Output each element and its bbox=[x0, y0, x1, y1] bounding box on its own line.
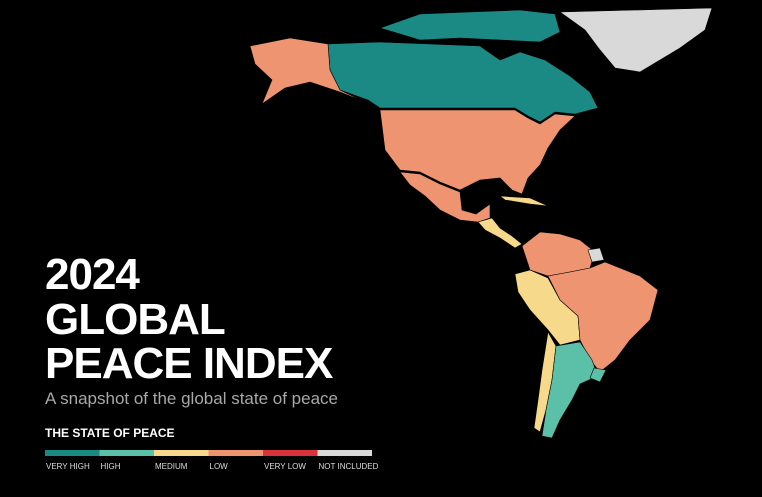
mexico bbox=[399, 171, 491, 223]
canada-islands bbox=[379, 9, 561, 43]
brazil bbox=[547, 261, 659, 373]
legend-label: HIGH bbox=[101, 462, 121, 471]
legend-label: VERY LOW bbox=[264, 462, 306, 471]
uruguay bbox=[589, 367, 607, 383]
cuba bbox=[499, 195, 549, 207]
guyana-area bbox=[587, 247, 605, 263]
map bbox=[249, 7, 713, 439]
subtitle: A snapshot of the global state of peace bbox=[45, 389, 338, 408]
usa bbox=[379, 109, 576, 195]
central-america bbox=[477, 217, 523, 249]
greenland bbox=[559, 7, 713, 73]
legend-label: VERY HIGH bbox=[46, 462, 90, 471]
legend-title: THE STATE OF PEACE bbox=[45, 426, 175, 440]
argentina bbox=[541, 341, 599, 439]
legend-swatch bbox=[99, 450, 154, 456]
alaska bbox=[249, 37, 366, 105]
title-line: GLOBAL bbox=[45, 295, 225, 344]
legend-label: NOT INCLUDED bbox=[319, 462, 379, 471]
canada bbox=[327, 41, 599, 123]
legend-swatch bbox=[317, 450, 372, 456]
title-line: PEACE INDEX bbox=[45, 339, 333, 388]
legend: VERY HIGH HIGH MEDIUM LOW VERY LOW NOT INCLUD… bbox=[45, 450, 379, 471]
legend-swatch bbox=[154, 450, 209, 456]
legend-label: LOW bbox=[210, 462, 229, 471]
legend-swatch bbox=[45, 450, 100, 456]
legend-label: MEDIUM bbox=[155, 462, 188, 471]
legend-swatch bbox=[263, 450, 318, 456]
legend-swatch bbox=[208, 450, 263, 456]
title-line: 2024 bbox=[45, 250, 140, 299]
